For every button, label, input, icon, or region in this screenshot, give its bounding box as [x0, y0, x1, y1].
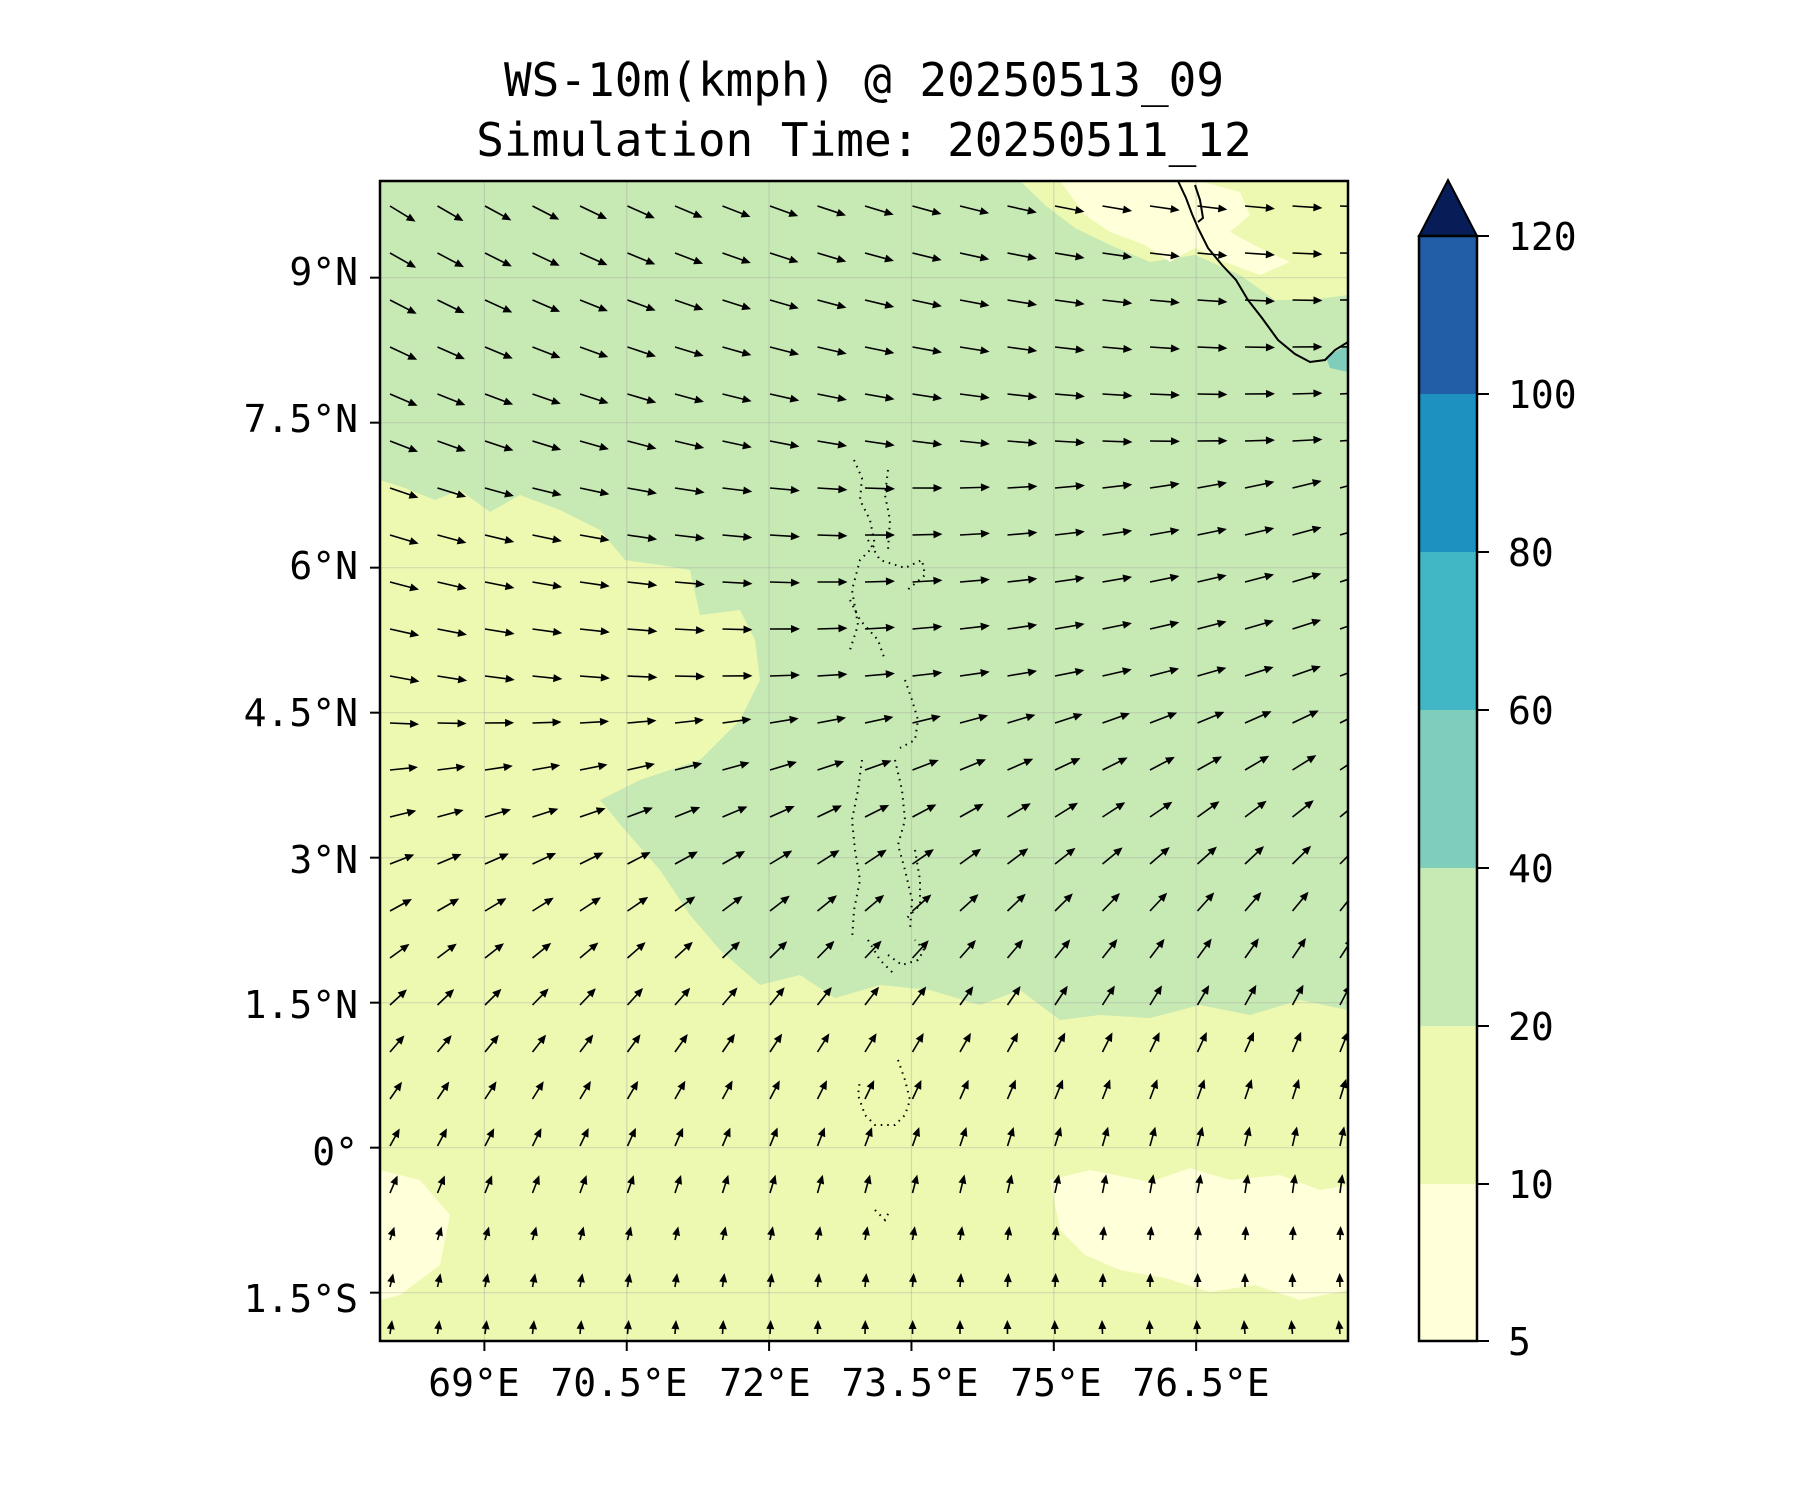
lat-tick-label: 6°N: [289, 544, 358, 588]
colorbar-tick-labels: 5 10 20 40 60 80 100 120: [1508, 215, 1577, 1364]
lon-tick-label: 69°E: [428, 1361, 520, 1405]
colorbar-segment: [1419, 236, 1477, 394]
longitude-axis-labels: 69°E 70.5°E 72°E 73.5°E 75°E 76.5°E: [428, 1361, 1269, 1405]
colorbar-tick-label: 80: [1508, 531, 1554, 575]
lon-tick-label: 72°E: [719, 1361, 811, 1405]
colorbar-tick-label: 5: [1508, 1320, 1531, 1364]
colorbar-tick-label: 20: [1508, 1005, 1554, 1049]
colorbar-extend-arrow: [1419, 180, 1477, 236]
colorbar-segment: [1419, 552, 1477, 710]
colorbar-segment: [1419, 1184, 1477, 1341]
lat-tick-label: 7.5°N: [244, 397, 358, 441]
colorbar-segments: [1419, 236, 1477, 1341]
lat-tick-label: 3°N: [289, 838, 358, 882]
map-title-line1: WS-10m(kmph) @ 20250513_09: [504, 53, 1224, 107]
colorbar-tick-label: 10: [1508, 1163, 1554, 1207]
latitude-axis-labels: 9°N 7.5°N 6°N 4.5°N 3°N 1.5°N 0° 1.5°S: [244, 250, 358, 1321]
colorbar-segment: [1419, 710, 1477, 868]
colorbar-segment: [1419, 868, 1477, 1026]
colorbar-tick-label: 40: [1508, 847, 1554, 891]
colorbar-tick-label: 120: [1508, 215, 1577, 259]
lat-tick-label: 0°: [312, 1130, 358, 1174]
colorbar: 5 10 20 40 60 80 100 120: [1419, 180, 1577, 1364]
lat-tick-label: 1.5°S: [244, 1277, 358, 1321]
colorbar-segment: [1419, 394, 1477, 552]
colorbar-tick-label: 100: [1508, 373, 1577, 417]
colorbar-segment: [1419, 1026, 1477, 1184]
colorbar-ticks: [1477, 236, 1489, 1341]
map-title-line2: Simulation Time: 20250511_12: [476, 113, 1251, 167]
colorbar-tick-label: 60: [1508, 689, 1554, 733]
lon-tick-label: 76.5°E: [1132, 1361, 1269, 1405]
lat-tick-label: 1.5°N: [244, 983, 358, 1027]
lat-tick-label: 4.5°N: [244, 691, 358, 735]
map-panel: [370, 181, 1370, 1351]
lon-tick-label: 73.5°E: [841, 1361, 978, 1405]
lon-tick-label: 75°E: [1010, 1361, 1102, 1405]
lat-tick-label: 9°N: [289, 250, 358, 294]
lon-tick-label: 70.5°E: [550, 1361, 687, 1405]
